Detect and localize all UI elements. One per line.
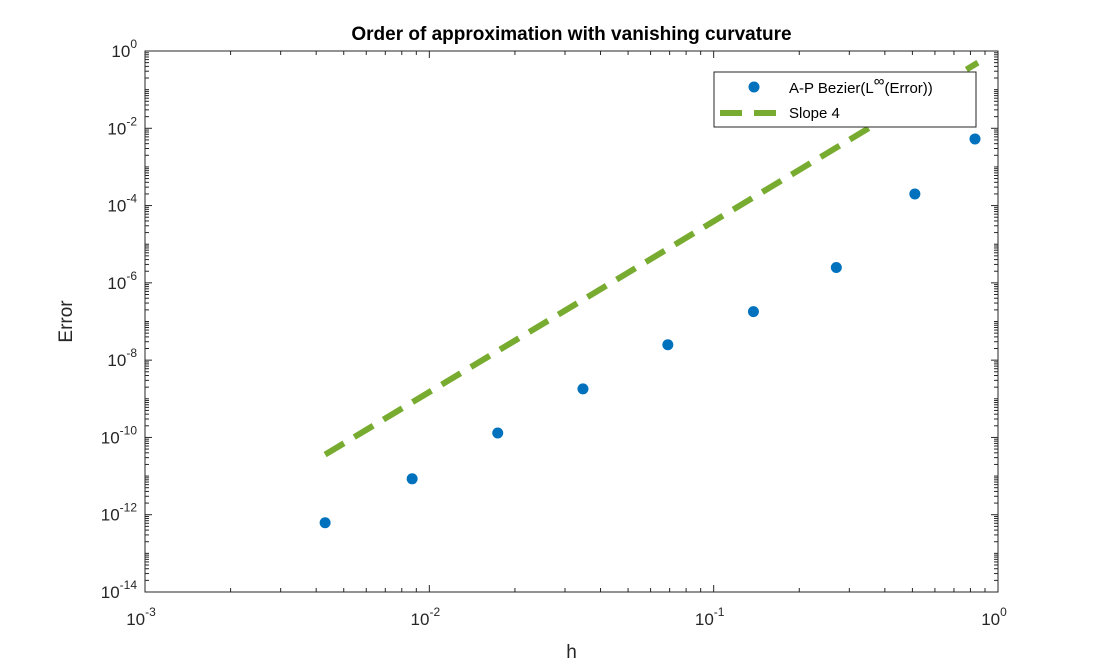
legend-label-bezier: A-P Bezier(L∞(Error)) (789, 73, 933, 97)
y-tick-exponent: 0 (130, 37, 137, 51)
x-tick-exponent: -1 (714, 605, 725, 619)
x-tick-exponent: -2 (429, 605, 440, 619)
data-point (662, 339, 674, 351)
x-tick-label: 10-2 (411, 605, 441, 629)
x-axis-ticks: 10-3 10-2 10-1 100 (126, 51, 1007, 629)
x-axis-label: h (566, 642, 577, 663)
y-tick-label: 10-6 (107, 269, 137, 293)
x-tick-label: 10-3 (126, 605, 156, 629)
minor-ticks (145, 51, 998, 592)
y-tick-label: 10-2 (107, 114, 137, 138)
x-tick-label: 100 (981, 605, 1007, 629)
legend: A-P Bezier(L∞(Error)) Slope 4 (713, 71, 977, 128)
series-layer (319, 60, 981, 529)
data-point (909, 188, 921, 200)
y-tick-label: 10-8 (107, 346, 137, 370)
y-tick-label: 10-14 (101, 578, 138, 602)
y-tick-exponent: -10 (120, 423, 138, 437)
y-axis-label: Error (56, 300, 77, 343)
data-point (969, 133, 981, 145)
data-point (830, 261, 842, 273)
legend-marker-bezier (748, 81, 760, 93)
chart-title: Order of approximation with vanishing cu… (351, 24, 791, 45)
legend-box (713, 71, 977, 128)
y-tick-exponent: -6 (126, 269, 137, 283)
series-slope-line (323, 60, 980, 458)
x-tick-exponent: -3 (145, 605, 156, 619)
x-tick-exponent: 0 (1000, 605, 1007, 619)
y-tick-exponent: -2 (126, 114, 137, 128)
x-tick-label: 10-1 (695, 605, 725, 629)
y-tick-label: 100 (111, 37, 137, 61)
y-axis-ticks: 10-14 10-12 10-10 10-8 10-6 10-4 10-2 100 (101, 37, 998, 602)
data-point (492, 427, 504, 439)
data-point (747, 306, 759, 318)
axes: 10-3 10-2 10-1 100 10-1410-1210-1010-810-61… (101, 37, 1007, 629)
data-point (577, 383, 589, 395)
y-tick-label: 10-10 (101, 423, 138, 447)
legend-label-slope: Slope 4 (789, 105, 840, 122)
y-tick-exponent: -12 (120, 501, 138, 515)
y-tick-exponent: -8 (126, 346, 137, 360)
y-tick-exponent: -14 (120, 578, 138, 592)
y-tick-label: 10-12 (101, 501, 138, 525)
y-tick-exponent: -4 (126, 192, 137, 206)
data-point (319, 517, 331, 529)
y-tick-label: 10-4 (107, 192, 137, 216)
data-point (406, 473, 418, 485)
